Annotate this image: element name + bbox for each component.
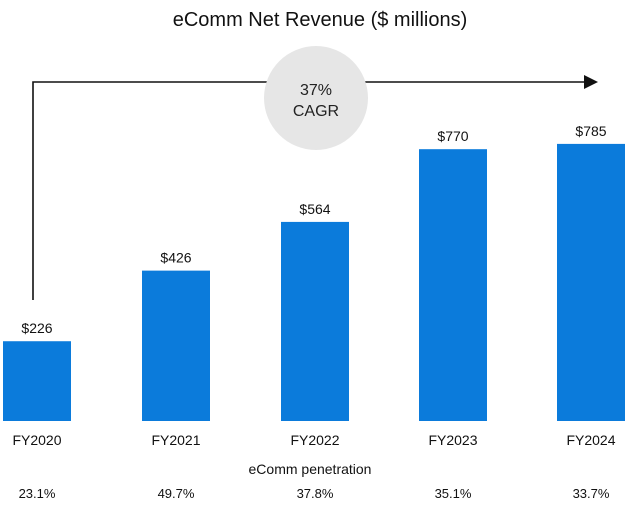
- x-axis-tick-labels: FY2020 FY2021 FY2022 FY2023 FY2024: [12, 432, 615, 448]
- bar-fy2023: [419, 149, 487, 421]
- value-label-fy2020: $226: [21, 320, 52, 336]
- penetration-label: eComm penetration: [249, 461, 372, 477]
- bar-fy2022: [281, 221, 349, 421]
- penetration-value-fy2020: 23.1%: [19, 486, 56, 501]
- value-label-fy2021: $426: [160, 250, 191, 266]
- x-tick-label-fy2024: FY2024: [566, 432, 615, 448]
- cagr-circle: [264, 46, 368, 150]
- cagr-label-text: CAGR: [293, 103, 339, 120]
- x-tick-label-fy2020: FY2020: [12, 432, 61, 448]
- penetration-value-fy2022: 37.8%: [297, 486, 334, 501]
- x-tick-label-fy2023: FY2023: [428, 432, 477, 448]
- value-label-fy2022: $564: [299, 201, 330, 217]
- value-label-fy2024: $785: [575, 123, 606, 139]
- bar-fy2021: [142, 270, 210, 421]
- chart-title: eComm Net Revenue ($ millions): [173, 9, 468, 31]
- cagr-annotation: 37% CAGR: [32, 46, 598, 300]
- cagr-arrow-head-icon: [584, 75, 598, 89]
- bar-value-labels: $226 $426 $564 $770 $785: [21, 123, 606, 336]
- penetration-value-fy2023: 35.1%: [435, 486, 472, 501]
- bar-series: [3, 143, 625, 421]
- penetration-value-fy2021: 49.7%: [158, 486, 195, 501]
- cagr-value-text: 37%: [300, 82, 332, 99]
- bar-fy2024: [557, 143, 625, 421]
- value-label-fy2023: $770: [437, 128, 468, 144]
- penetration-values: 23.1% 49.7% 37.8% 35.1% 33.7%: [19, 486, 610, 501]
- penetration-value-fy2024: 33.7%: [573, 486, 610, 501]
- x-tick-label-fy2021: FY2021: [151, 432, 200, 448]
- cagr-arrow-line: [32, 81, 588, 300]
- x-tick-label-fy2022: FY2022: [290, 432, 339, 448]
- bar-fy2020: [3, 341, 71, 421]
